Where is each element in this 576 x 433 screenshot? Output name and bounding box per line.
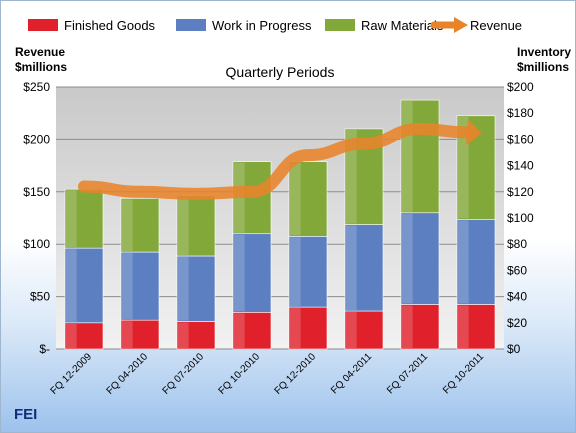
legend-swatch-arrowhead bbox=[454, 17, 468, 33]
bar-highlight bbox=[122, 199, 133, 252]
right-tick-label: $20 bbox=[507, 316, 527, 330]
bar-raw-materials bbox=[288, 161, 328, 237]
right-tick-label: $40 bbox=[507, 290, 527, 304]
right-tick-label: $0 bbox=[507, 342, 521, 356]
legend-swatch-work-in-progress bbox=[176, 19, 206, 31]
left-tick-label: $250 bbox=[23, 80, 50, 94]
bar-highlight bbox=[66, 190, 77, 248]
legend: Finished Goods Work in Progress Raw Materi… bbox=[28, 17, 522, 33]
right-axis-label-line2: $millions bbox=[517, 60, 569, 74]
right-tick-label: $200 bbox=[507, 80, 534, 94]
bar-highlight bbox=[290, 162, 301, 236]
bar-highlight bbox=[122, 253, 133, 320]
left-tick-label: $200 bbox=[23, 132, 50, 146]
bar-highlight bbox=[346, 312, 357, 348]
bar-work-in-progress bbox=[176, 255, 216, 322]
bar-highlight bbox=[66, 249, 77, 322]
right-tick-label: $160 bbox=[507, 132, 534, 146]
bars-group bbox=[64, 99, 496, 350]
revenue-line bbox=[78, 122, 473, 200]
legend-swatch-raw-materials bbox=[325, 19, 355, 31]
bar-highlight bbox=[458, 305, 469, 348]
right-tick-label: $60 bbox=[507, 263, 527, 277]
x-tick-label: FQ 12-2010 bbox=[273, 351, 319, 397]
right-tick-label: $140 bbox=[507, 159, 534, 173]
right-tick-label: $120 bbox=[507, 185, 534, 199]
bar-work-in-progress bbox=[120, 251, 160, 321]
bar-raw-materials bbox=[64, 188, 104, 249]
right-tick-label: $180 bbox=[507, 106, 534, 120]
x-tick-label: FQ 12-2009 bbox=[49, 351, 95, 397]
bar-work-in-progress bbox=[288, 236, 328, 308]
legend-label-finished-goods: Finished Goods bbox=[64, 18, 156, 33]
bar-highlight bbox=[122, 321, 133, 348]
legend-swatch-finished-goods bbox=[28, 19, 58, 31]
bar-highlight bbox=[346, 129, 357, 224]
bar-finished-goods bbox=[120, 319, 160, 350]
revenue-line-group bbox=[78, 119, 482, 200]
bar-highlight bbox=[458, 220, 469, 304]
left-tick-label: $50 bbox=[30, 290, 50, 304]
revenue-arrowhead bbox=[466, 119, 482, 146]
left-axis-label-line1: Revenue bbox=[15, 45, 65, 59]
brand-label: FEI bbox=[14, 406, 38, 423]
bar-highlight bbox=[178, 196, 189, 255]
bar-highlight bbox=[234, 234, 245, 312]
bar-highlight bbox=[290, 308, 301, 348]
left-tick-label: $150 bbox=[23, 185, 50, 199]
left-axis-label-line2: $millions bbox=[15, 60, 67, 74]
bar-finished-goods bbox=[232, 312, 272, 350]
bar-finished-goods bbox=[288, 306, 328, 350]
left-tick-label: $100 bbox=[23, 237, 50, 251]
legend-label-work-in-progress: Work in Progress bbox=[212, 18, 312, 33]
bar-highlight bbox=[346, 225, 357, 311]
bar-highlight bbox=[178, 322, 189, 348]
right-axis-label-line1: Inventory bbox=[517, 45, 571, 59]
bar-work-in-progress bbox=[232, 233, 272, 313]
x-tick-label: FQ 04-2010 bbox=[105, 351, 151, 397]
x-tick-label: FQ 07-2010 bbox=[161, 351, 207, 397]
x-tick-label: FQ 10-2011 bbox=[441, 351, 486, 396]
legend-label-revenue: Revenue bbox=[470, 18, 522, 33]
bar-work-in-progress bbox=[400, 212, 440, 305]
x-tick-label: FQ 04-2011 bbox=[329, 351, 374, 396]
left-tick-label: $- bbox=[39, 342, 50, 356]
bar-finished-goods bbox=[344, 310, 384, 350]
bar-highlight bbox=[178, 256, 189, 321]
bar-raw-materials bbox=[120, 198, 160, 253]
bar-raw-materials bbox=[176, 195, 216, 257]
legend-label-raw-materials: Raw Materials bbox=[361, 18, 444, 33]
bar-highlight bbox=[66, 323, 77, 348]
bar-highlight bbox=[402, 305, 413, 348]
bar-raw-materials bbox=[400, 99, 440, 214]
bar-highlight bbox=[402, 101, 413, 212]
bar-highlight bbox=[234, 313, 245, 348]
bar-highlight bbox=[402, 213, 413, 304]
right-tick-label: $80 bbox=[507, 237, 527, 251]
bar-highlight bbox=[290, 237, 301, 307]
bar-work-in-progress bbox=[456, 219, 496, 305]
chart-title: Quarterly Periods bbox=[226, 64, 335, 80]
bar-finished-goods bbox=[64, 322, 104, 350]
right-tick-label: $100 bbox=[507, 211, 534, 225]
bar-finished-goods bbox=[400, 304, 440, 350]
bar-highlight bbox=[458, 116, 469, 219]
x-tick-label: FQ 10-2010 bbox=[217, 351, 263, 397]
x-tick-label: FQ 07-2011 bbox=[385, 351, 430, 396]
